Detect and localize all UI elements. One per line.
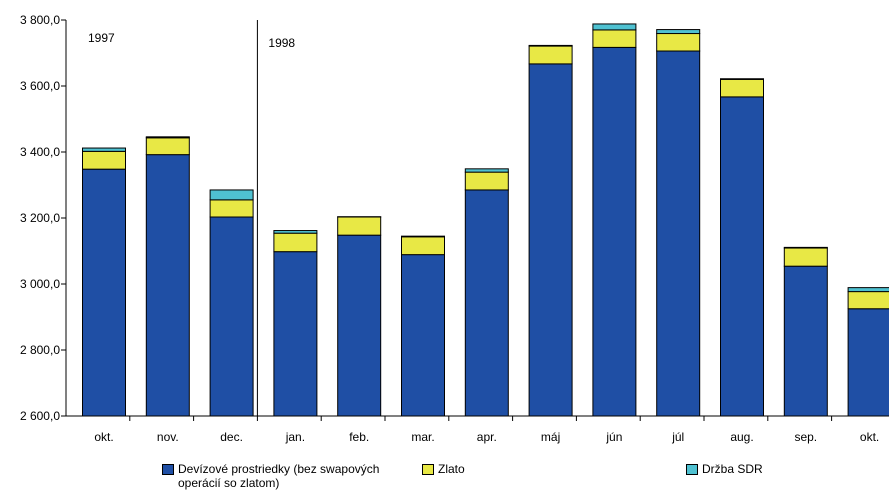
- bar-segment-devizove: [401, 254, 445, 417]
- bar-segment-drzba-sdr: [464, 168, 509, 173]
- bar-segment-devizove: [209, 216, 254, 417]
- x-tick-label: jan.: [285, 430, 305, 444]
- bar-segment-zlato: [337, 216, 382, 236]
- x-tick-label: júl: [671, 430, 684, 444]
- bar-segment-devizove: [145, 154, 190, 417]
- bar-segment-zlato: [82, 150, 126, 170]
- bar-segment-drzba-sdr: [273, 230, 318, 234]
- bar-segment-devizove: [82, 168, 126, 417]
- bar-segment-devizove: [656, 50, 701, 417]
- x-tick-label: sep.: [794, 430, 817, 444]
- bar-segment-drzba-sdr: [783, 246, 828, 249]
- x-tick-label: mar.: [411, 430, 434, 444]
- x-tick-label: okt.: [94, 430, 113, 444]
- y-tick-label: 3 200,0: [20, 211, 60, 225]
- y-tick-label: 3 600,0: [20, 79, 60, 93]
- bar-segment-drzba-sdr: [656, 29, 701, 35]
- x-tick-label: apr.: [477, 430, 497, 444]
- x-tick-label: dec.: [220, 430, 243, 444]
- bar-segment-zlato: [273, 232, 318, 253]
- bar-segment-devizove: [528, 63, 573, 417]
- bar-segment-drzba-sdr: [847, 287, 889, 293]
- bar-segment-drzba-sdr: [720, 78, 764, 80]
- bars: [82, 23, 889, 417]
- x-tick-label: máj: [541, 430, 560, 444]
- y-axis-ticks: 2 600,0 2 800,0 3 000,0 3 200,0 3 400,0 3 600…: [20, 13, 66, 423]
- bar-segment-zlato: [209, 199, 254, 218]
- bar-segment-devizove: [720, 96, 764, 417]
- bar-segment-drzba-sdr: [82, 147, 126, 152]
- bar-segment-zlato: [464, 171, 509, 191]
- x-tick-label: okt.: [860, 430, 879, 444]
- legend-swatch-drzba-sdr: [686, 464, 698, 475]
- bar-segment-zlato: [528, 45, 573, 65]
- bar-segment-drzba-sdr: [592, 23, 637, 31]
- bar-segment-zlato: [720, 78, 764, 98]
- bar-segment-drzba-sdr: [209, 189, 254, 201]
- bar-segment-zlato: [656, 33, 701, 52]
- x-tick-label: feb.: [349, 430, 369, 444]
- year-label-1998: 1998: [268, 36, 295, 50]
- legend-label-devizove: Devízové prostriedky (bez swapových oper…: [178, 462, 380, 490]
- y-tick-label: 2 600,0: [20, 409, 60, 423]
- x-tick-label: aug.: [730, 430, 753, 444]
- legend-swatch-zlato: [422, 464, 434, 475]
- bar-segment-devizove: [337, 234, 382, 417]
- x-tick-label: nov.: [157, 430, 179, 444]
- y-tick-label: 3 000,0: [20, 277, 60, 291]
- bar-segment-devizove: [464, 189, 509, 417]
- y-tick-label: 2 800,0: [20, 343, 60, 357]
- y-tick-label: 3 800,0: [20, 13, 60, 27]
- bar-segment-drzba-sdr: [528, 44, 573, 47]
- y-tick-label: 3 400,0: [20, 145, 60, 159]
- bar-segment-zlato: [145, 137, 190, 156]
- bar-segment-zlato: [783, 247, 828, 267]
- x-tick-label: jún: [605, 430, 622, 444]
- year-label-1997: 1997: [88, 31, 115, 45]
- legend-label-zlato: Zlato: [438, 462, 465, 476]
- bar-segment-devizove: [592, 46, 637, 417]
- legend-swatch-devizove: [162, 464, 174, 475]
- legend-label-drzba-sdr: Držba SDR: [702, 462, 763, 476]
- bar-segment-devizove: [783, 265, 828, 417]
- bar-segment-drzba-sdr: [145, 136, 190, 139]
- bar-segment-zlato: [592, 29, 637, 48]
- bar-segment-zlato: [847, 291, 889, 310]
- bar-segment-drzba-sdr: [401, 235, 445, 238]
- bar-segment-devizove: [273, 251, 318, 417]
- bar-segment-zlato: [401, 236, 445, 256]
- x-axis-ticks: okt. nov. dec. jan. feb. mar. apr. máj jún júl aug…: [94, 416, 879, 444]
- bar-segment-devizove: [847, 308, 889, 417]
